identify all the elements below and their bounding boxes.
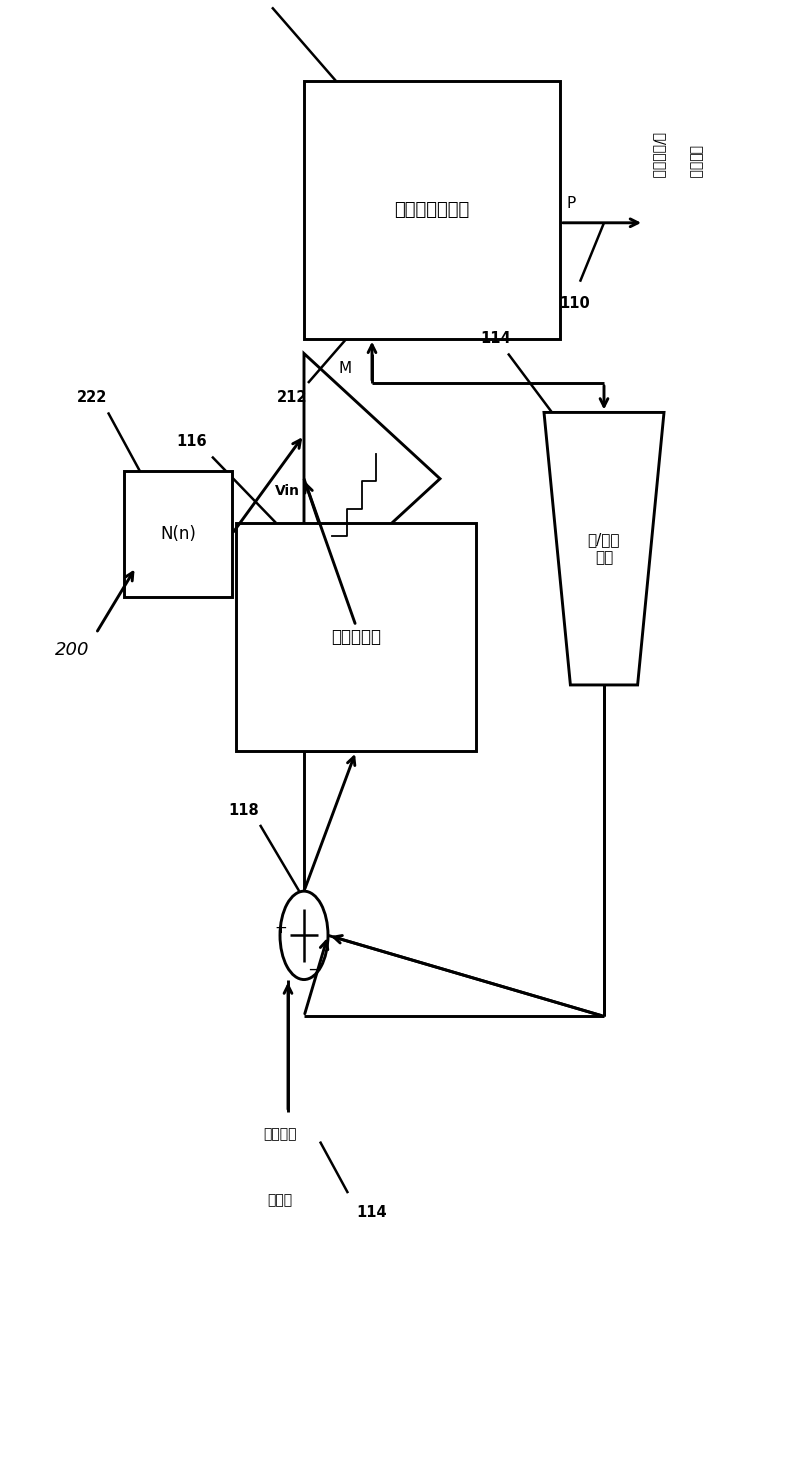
Text: 数字抄取滤波器: 数字抄取滤波器 [394, 200, 470, 219]
Text: M: M [339, 361, 352, 376]
Text: 222: 222 [77, 390, 107, 405]
Text: 114: 114 [356, 1205, 386, 1220]
Text: 116: 116 [177, 435, 207, 449]
Text: Vin: Vin [275, 483, 300, 498]
Text: 220: 220 [448, 541, 476, 557]
Bar [236, 523, 476, 751]
Text: 输出代码: 输出代码 [688, 146, 702, 178]
Text: –: – [308, 960, 317, 978]
Text: 环路滤波器: 环路滤波器 [331, 627, 381, 647]
Bar [124, 471, 232, 597]
Text: P: P [566, 196, 576, 211]
Text: 模/数转换器: 模/数转换器 [652, 133, 666, 178]
Text: N(n): N(n) [160, 524, 196, 544]
Text: 110: 110 [559, 296, 590, 311]
Text: 入信号: 入信号 [267, 1193, 293, 1208]
Text: 114: 114 [481, 331, 511, 346]
Text: 数/模转
换器: 数/模转 换器 [588, 533, 620, 564]
Text: 118: 118 [229, 803, 259, 818]
Text: 212: 212 [277, 390, 307, 405]
Text: 200: 200 [54, 641, 90, 658]
Text: 模拟输入: 模拟输入 [263, 1127, 297, 1142]
Bar [304, 81, 560, 339]
Text: +: + [274, 921, 287, 937]
